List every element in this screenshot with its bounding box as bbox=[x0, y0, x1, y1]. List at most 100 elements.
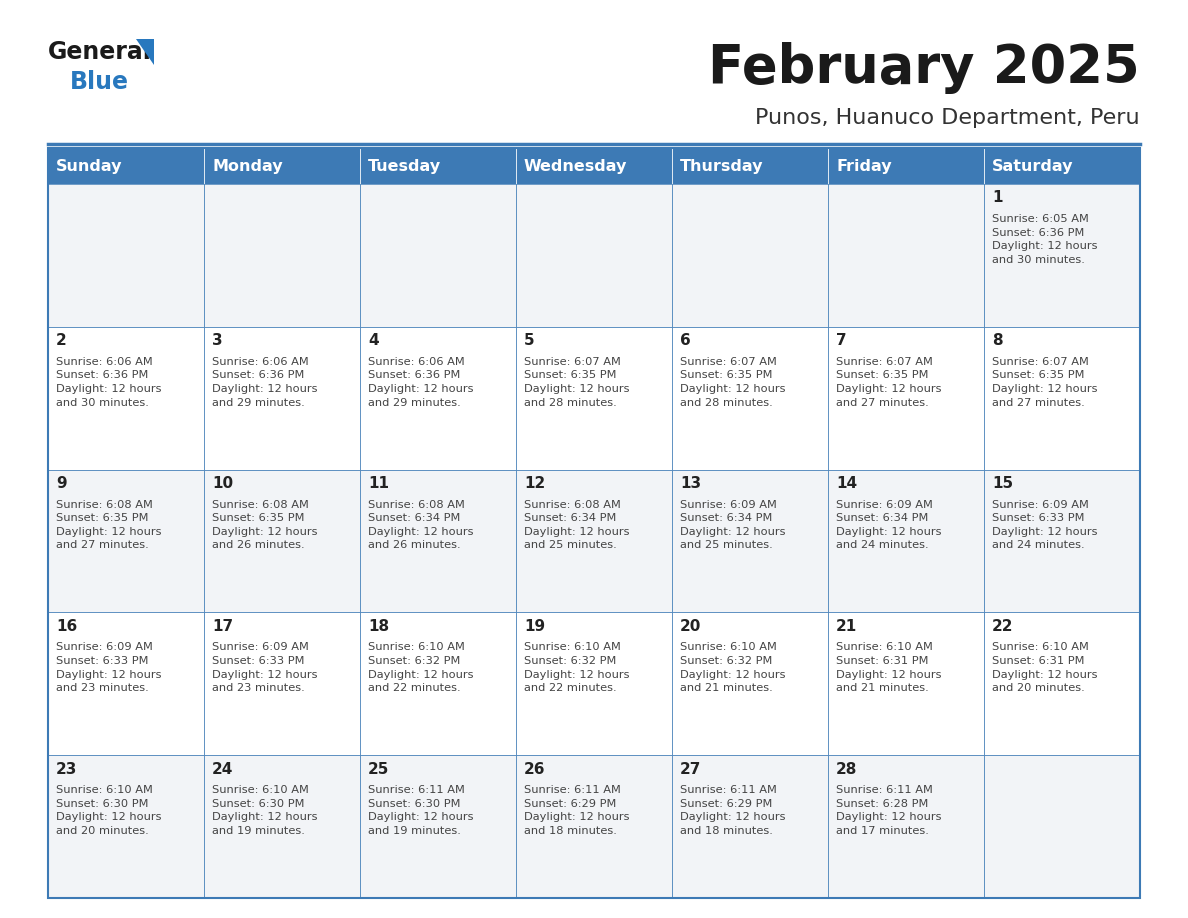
Bar bbox=[204, 148, 360, 184]
Text: Sunrise: 6:06 AM
Sunset: 6:36 PM
Daylight: 12 hours
and 29 minutes.: Sunrise: 6:06 AM Sunset: 6:36 PM Dayligh… bbox=[368, 357, 474, 408]
Text: 28: 28 bbox=[836, 762, 858, 777]
Text: 16: 16 bbox=[56, 619, 77, 634]
Text: 1: 1 bbox=[992, 191, 1003, 206]
Text: 14: 14 bbox=[836, 476, 857, 491]
Text: Sunrise: 6:07 AM
Sunset: 6:35 PM
Daylight: 12 hours
and 28 minutes.: Sunrise: 6:07 AM Sunset: 6:35 PM Dayligh… bbox=[524, 357, 630, 408]
Bar bbox=[48, 756, 204, 898]
Bar bbox=[984, 756, 1140, 898]
Text: Sunrise: 6:09 AM
Sunset: 6:33 PM
Daylight: 12 hours
and 23 minutes.: Sunrise: 6:09 AM Sunset: 6:33 PM Dayligh… bbox=[56, 643, 162, 693]
Text: 25: 25 bbox=[368, 762, 390, 777]
Text: Sunrise: 6:10 AM
Sunset: 6:31 PM
Daylight: 12 hours
and 21 minutes.: Sunrise: 6:10 AM Sunset: 6:31 PM Dayligh… bbox=[836, 643, 942, 693]
Bar bbox=[984, 148, 1140, 184]
Text: Sunrise: 6:06 AM
Sunset: 6:36 PM
Daylight: 12 hours
and 29 minutes.: Sunrise: 6:06 AM Sunset: 6:36 PM Dayligh… bbox=[211, 357, 317, 408]
Text: Sunrise: 6:10 AM
Sunset: 6:32 PM
Daylight: 12 hours
and 22 minutes.: Sunrise: 6:10 AM Sunset: 6:32 PM Dayligh… bbox=[368, 643, 474, 693]
Bar bbox=[516, 470, 672, 612]
Bar bbox=[204, 612, 360, 756]
Bar bbox=[204, 184, 360, 327]
Bar bbox=[360, 327, 516, 470]
Bar bbox=[828, 148, 984, 184]
Text: 10: 10 bbox=[211, 476, 233, 491]
Bar bbox=[516, 148, 672, 184]
Text: 17: 17 bbox=[211, 619, 233, 634]
Bar bbox=[360, 148, 516, 184]
Text: 5: 5 bbox=[524, 333, 535, 348]
Bar bbox=[672, 612, 828, 756]
Text: 8: 8 bbox=[992, 333, 1003, 348]
Text: Sunrise: 6:11 AM
Sunset: 6:30 PM
Daylight: 12 hours
and 19 minutes.: Sunrise: 6:11 AM Sunset: 6:30 PM Dayligh… bbox=[368, 785, 474, 836]
Text: 11: 11 bbox=[368, 476, 388, 491]
Text: General: General bbox=[48, 40, 152, 64]
Bar bbox=[48, 327, 204, 470]
Text: Tuesday: Tuesday bbox=[368, 159, 441, 174]
Text: 26: 26 bbox=[524, 762, 545, 777]
Bar bbox=[672, 148, 828, 184]
Text: Friday: Friday bbox=[836, 159, 892, 174]
Text: 3: 3 bbox=[211, 333, 222, 348]
Text: 23: 23 bbox=[56, 762, 77, 777]
Text: Sunday: Sunday bbox=[56, 159, 122, 174]
Bar bbox=[360, 184, 516, 327]
Text: 20: 20 bbox=[680, 619, 701, 634]
Text: Saturday: Saturday bbox=[992, 159, 1074, 174]
Text: Thursday: Thursday bbox=[680, 159, 764, 174]
Bar bbox=[204, 470, 360, 612]
Bar bbox=[204, 327, 360, 470]
Text: Monday: Monday bbox=[211, 159, 283, 174]
Text: Sunrise: 6:07 AM
Sunset: 6:35 PM
Daylight: 12 hours
and 27 minutes.: Sunrise: 6:07 AM Sunset: 6:35 PM Dayligh… bbox=[992, 357, 1098, 408]
Bar bbox=[48, 470, 204, 612]
Text: Sunrise: 6:10 AM
Sunset: 6:30 PM
Daylight: 12 hours
and 19 minutes.: Sunrise: 6:10 AM Sunset: 6:30 PM Dayligh… bbox=[211, 785, 317, 836]
Polygon shape bbox=[135, 39, 154, 65]
Bar bbox=[360, 470, 516, 612]
Text: Sunrise: 6:09 AM
Sunset: 6:34 PM
Daylight: 12 hours
and 24 minutes.: Sunrise: 6:09 AM Sunset: 6:34 PM Dayligh… bbox=[836, 499, 942, 551]
Text: Sunrise: 6:09 AM
Sunset: 6:34 PM
Daylight: 12 hours
and 25 minutes.: Sunrise: 6:09 AM Sunset: 6:34 PM Dayligh… bbox=[680, 499, 785, 551]
Text: Sunrise: 6:10 AM
Sunset: 6:32 PM
Daylight: 12 hours
and 21 minutes.: Sunrise: 6:10 AM Sunset: 6:32 PM Dayligh… bbox=[680, 643, 785, 693]
Text: 24: 24 bbox=[211, 762, 233, 777]
Bar bbox=[516, 756, 672, 898]
Text: 2: 2 bbox=[56, 333, 67, 348]
Bar bbox=[984, 470, 1140, 612]
Bar bbox=[828, 756, 984, 898]
Bar bbox=[672, 470, 828, 612]
Text: Sunrise: 6:10 AM
Sunset: 6:31 PM
Daylight: 12 hours
and 20 minutes.: Sunrise: 6:10 AM Sunset: 6:31 PM Dayligh… bbox=[992, 643, 1098, 693]
Bar bbox=[984, 612, 1140, 756]
Text: Sunrise: 6:08 AM
Sunset: 6:34 PM
Daylight: 12 hours
and 25 minutes.: Sunrise: 6:08 AM Sunset: 6:34 PM Dayligh… bbox=[524, 499, 630, 551]
Bar bbox=[984, 184, 1140, 327]
Bar bbox=[360, 612, 516, 756]
Text: Sunrise: 6:06 AM
Sunset: 6:36 PM
Daylight: 12 hours
and 30 minutes.: Sunrise: 6:06 AM Sunset: 6:36 PM Dayligh… bbox=[56, 357, 162, 408]
Bar bbox=[672, 756, 828, 898]
Text: Sunrise: 6:11 AM
Sunset: 6:29 PM
Daylight: 12 hours
and 18 minutes.: Sunrise: 6:11 AM Sunset: 6:29 PM Dayligh… bbox=[524, 785, 630, 836]
Bar bbox=[828, 327, 984, 470]
Text: Punos, Huanuco Department, Peru: Punos, Huanuco Department, Peru bbox=[756, 108, 1140, 128]
Text: Sunrise: 6:07 AM
Sunset: 6:35 PM
Daylight: 12 hours
and 27 minutes.: Sunrise: 6:07 AM Sunset: 6:35 PM Dayligh… bbox=[836, 357, 942, 408]
Bar bbox=[828, 470, 984, 612]
Text: Sunrise: 6:11 AM
Sunset: 6:28 PM
Daylight: 12 hours
and 17 minutes.: Sunrise: 6:11 AM Sunset: 6:28 PM Dayligh… bbox=[836, 785, 942, 836]
Text: Sunrise: 6:07 AM
Sunset: 6:35 PM
Daylight: 12 hours
and 28 minutes.: Sunrise: 6:07 AM Sunset: 6:35 PM Dayligh… bbox=[680, 357, 785, 408]
Bar bbox=[828, 612, 984, 756]
Text: 15: 15 bbox=[992, 476, 1013, 491]
Text: 4: 4 bbox=[368, 333, 379, 348]
Bar bbox=[516, 184, 672, 327]
Text: Sunrise: 6:10 AM
Sunset: 6:32 PM
Daylight: 12 hours
and 22 minutes.: Sunrise: 6:10 AM Sunset: 6:32 PM Dayligh… bbox=[524, 643, 630, 693]
Bar bbox=[828, 184, 984, 327]
Text: 27: 27 bbox=[680, 762, 701, 777]
Text: Sunrise: 6:11 AM
Sunset: 6:29 PM
Daylight: 12 hours
and 18 minutes.: Sunrise: 6:11 AM Sunset: 6:29 PM Dayligh… bbox=[680, 785, 785, 836]
Text: 7: 7 bbox=[836, 333, 847, 348]
Bar bbox=[48, 184, 204, 327]
Text: 19: 19 bbox=[524, 619, 545, 634]
Text: Sunrise: 6:08 AM
Sunset: 6:35 PM
Daylight: 12 hours
and 26 minutes.: Sunrise: 6:08 AM Sunset: 6:35 PM Dayligh… bbox=[211, 499, 317, 551]
Text: 21: 21 bbox=[836, 619, 858, 634]
Text: Blue: Blue bbox=[70, 70, 129, 94]
Bar bbox=[516, 612, 672, 756]
Text: 6: 6 bbox=[680, 333, 690, 348]
Text: Wednesday: Wednesday bbox=[524, 159, 627, 174]
Text: February 2025: February 2025 bbox=[708, 42, 1140, 94]
Text: Sunrise: 6:09 AM
Sunset: 6:33 PM
Daylight: 12 hours
and 24 minutes.: Sunrise: 6:09 AM Sunset: 6:33 PM Dayligh… bbox=[992, 499, 1098, 551]
Bar bbox=[672, 184, 828, 327]
Bar bbox=[672, 327, 828, 470]
Text: Sunrise: 6:10 AM
Sunset: 6:30 PM
Daylight: 12 hours
and 20 minutes.: Sunrise: 6:10 AM Sunset: 6:30 PM Dayligh… bbox=[56, 785, 162, 836]
Bar bbox=[48, 612, 204, 756]
Bar bbox=[48, 148, 204, 184]
Bar bbox=[204, 756, 360, 898]
Text: Sunrise: 6:08 AM
Sunset: 6:35 PM
Daylight: 12 hours
and 27 minutes.: Sunrise: 6:08 AM Sunset: 6:35 PM Dayligh… bbox=[56, 499, 162, 551]
Text: 18: 18 bbox=[368, 619, 390, 634]
